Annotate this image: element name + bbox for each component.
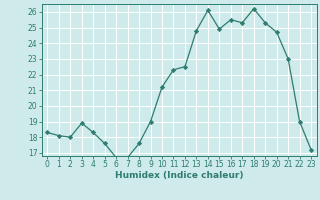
X-axis label: Humidex (Indice chaleur): Humidex (Indice chaleur)	[115, 171, 244, 180]
